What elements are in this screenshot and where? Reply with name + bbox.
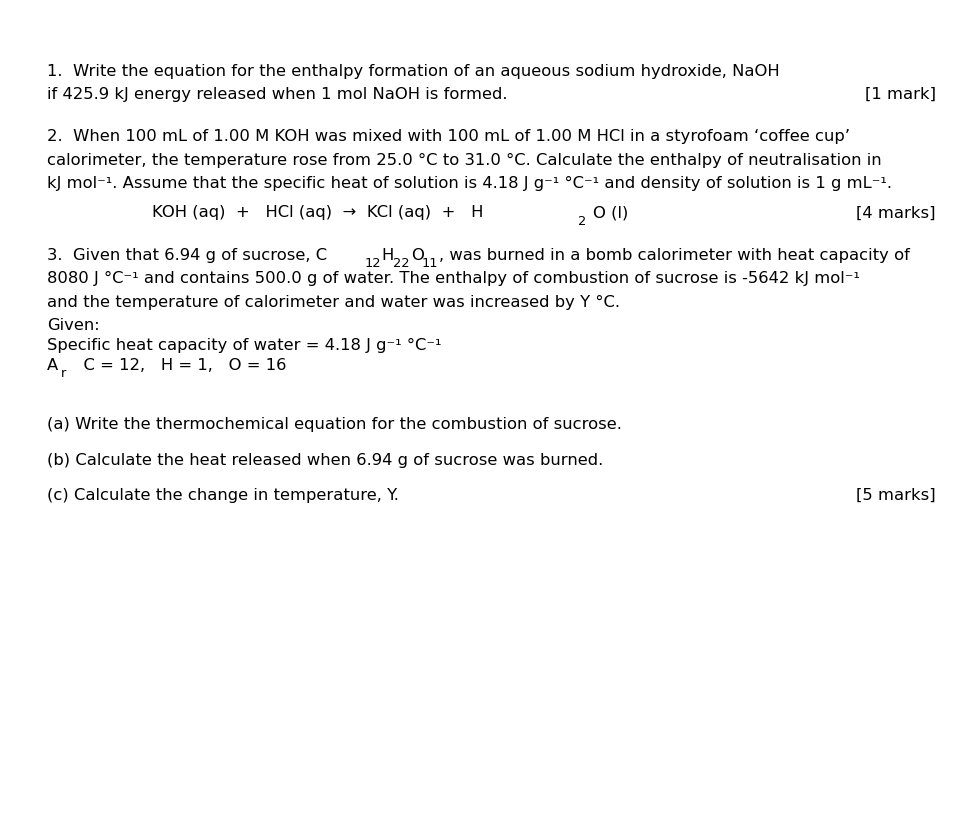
Text: C = 12,   H = 1,   O = 16: C = 12, H = 1, O = 16: [73, 358, 286, 373]
Text: 11: 11: [421, 257, 438, 271]
Text: O: O: [412, 248, 424, 263]
Text: 1.  Write the equation for the enthalpy formation of an aqueous sodium hydroxide: 1. Write the equation for the enthalpy f…: [47, 64, 780, 79]
Text: kJ mol⁻¹. Assume that the specific heat of solution is 4.18 J g⁻¹ °C⁻¹ and densi: kJ mol⁻¹. Assume that the specific heat …: [47, 176, 892, 191]
Text: r: r: [61, 367, 67, 380]
Text: (b) Calculate the heat released when 6.94 g of sucrose was burned.: (b) Calculate the heat released when 6.9…: [47, 453, 604, 468]
Text: (a) Write the thermochemical equation for the combustion of sucrose.: (a) Write the thermochemical equation fo…: [47, 418, 622, 433]
Text: if 425.9 kJ energy released when 1 mol NaOH is formed.: if 425.9 kJ energy released when 1 mol N…: [47, 87, 508, 102]
Text: Given:: Given:: [47, 318, 100, 333]
Text: , was burned in a bomb calorimeter with heat capacity of: , was burned in a bomb calorimeter with …: [439, 248, 909, 263]
Text: 2: 2: [578, 215, 586, 228]
Text: [4 marks]: [4 marks]: [857, 205, 936, 220]
Text: 12: 12: [365, 257, 380, 271]
Text: 8080 J °C⁻¹ and contains 500.0 g of water. The enthalpy of combustion of sucrose: 8080 J °C⁻¹ and contains 500.0 g of wate…: [47, 271, 859, 286]
Text: (c) Calculate the change in temperature, Y.: (c) Calculate the change in temperature,…: [47, 488, 399, 503]
Text: O (l): O (l): [593, 205, 628, 220]
Text: Specific heat capacity of water = 4.18 J g⁻¹ °C⁻¹: Specific heat capacity of water = 4.18 J…: [47, 338, 442, 353]
Text: calorimeter, the temperature rose from 25.0 °C to 31.0 °C. Calculate the enthalp: calorimeter, the temperature rose from 2…: [47, 153, 882, 168]
Text: KOH (aq)  +   HCl (aq)  →  KCl (aq)  +   H: KOH (aq) + HCl (aq) → KCl (aq) + H: [152, 205, 483, 220]
Text: A: A: [47, 358, 58, 373]
Text: 3.  Given that 6.94 g of sucrose, C: 3. Given that 6.94 g of sucrose, C: [47, 248, 327, 263]
Text: 22: 22: [393, 257, 410, 271]
Text: 2.  When 100 mL of 1.00 M KOH was mixed with 100 mL of 1.00 M HCl in a styrofoam: 2. When 100 mL of 1.00 M KOH was mixed w…: [47, 129, 851, 144]
Text: [1 mark]: [1 mark]: [864, 87, 936, 102]
Text: H: H: [382, 248, 394, 263]
Text: [5 marks]: [5 marks]: [857, 488, 936, 503]
Text: and the temperature of calorimeter and water was increased by Y °C.: and the temperature of calorimeter and w…: [47, 295, 620, 310]
